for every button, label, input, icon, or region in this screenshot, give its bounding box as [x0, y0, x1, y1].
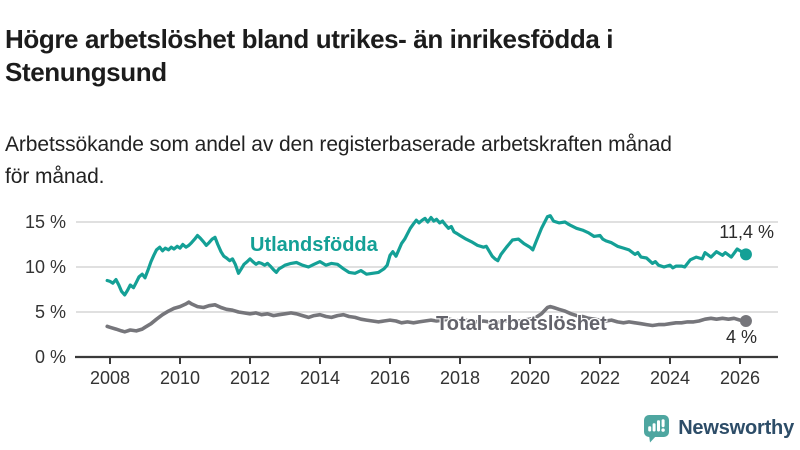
- y-tick-label: 15 %: [25, 212, 66, 232]
- series-line-total-arbetsl-shet: [105, 300, 748, 334]
- line-chart-plot: 0 %5 %10 %15 % 2008 2010 2012 2014 2016 2018 2…: [25, 212, 778, 388]
- x-tick-label: 2022: [580, 368, 620, 388]
- x-tick-label: 2010: [160, 368, 200, 388]
- x-tick-label: 2014: [300, 368, 340, 388]
- newsworthy-logo[interactable]: Newsworthy: [643, 414, 794, 443]
- title-line-1: Högre arbetslöshet bland utrikes- än inr…: [5, 24, 614, 55]
- newsworthy-icon: [644, 415, 670, 443]
- x-tick-label: 2018: [440, 368, 480, 388]
- series-lines: [105, 214, 752, 334]
- page-title: Högre arbetslöshet bland utrikes- än inr…: [5, 23, 765, 89]
- x-tick-label: 2026: [720, 368, 760, 388]
- newsworthy-wordmark: Newsworthy: [678, 417, 794, 439]
- y-tick-label: 5 %: [35, 302, 66, 322]
- x-axis-ticks: 2008 2010 2012 2014 2016 2018 2020 2022 2024 2026: [90, 357, 760, 388]
- x-tick-label: 2016: [370, 368, 410, 388]
- chart-subtitle: Arbetssökande som andel av den registerb…: [5, 129, 795, 193]
- series-end-dot-utlandsf-dda: [739, 248, 752, 261]
- end-value-label-total: 4 %: [725, 327, 757, 347]
- series-label-total-arbetsloshet: Total arbetslöshet: [436, 313, 607, 335]
- x-tick-label: 2024: [650, 368, 690, 388]
- series-end-dot-total-arbetsl-shet: [739, 315, 752, 327]
- subtitle-line-1: Arbetssökande som andel av den registerb…: [5, 133, 672, 156]
- title-line-2: Stenungsund: [5, 57, 167, 88]
- series-label-utlandsfodda: Utlandsfödda: [250, 234, 378, 256]
- series-line-utlandsf-dda: [105, 214, 748, 297]
- x-tick-label: 2020: [510, 368, 550, 388]
- end-value-label-utlandsfodda: 11,4 %: [719, 222, 774, 242]
- y-tick-label: 0 %: [35, 347, 66, 367]
- x-tick-label: 2008: [90, 368, 130, 388]
- y-tick-label: 10 %: [25, 257, 66, 277]
- x-tick-label: 2012: [230, 368, 270, 388]
- y-axis-labels: 0 % 5 % 10 % 15 %: [25, 212, 66, 367]
- subtitle-line-2: för månad.: [5, 165, 105, 188]
